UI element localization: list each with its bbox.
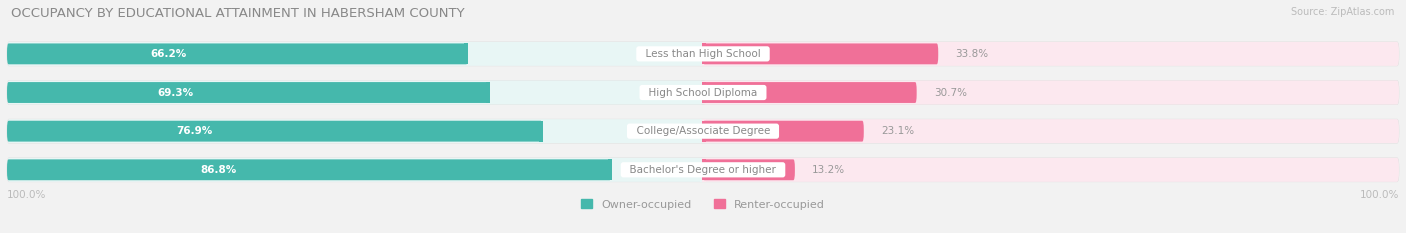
Text: Bachelor's Degree or higher: Bachelor's Degree or higher — [623, 165, 783, 175]
Text: 76.9%: 76.9% — [176, 126, 212, 136]
Text: College/Associate Degree: College/Associate Degree — [630, 126, 776, 136]
Text: 86.8%: 86.8% — [200, 165, 236, 175]
FancyBboxPatch shape — [703, 43, 938, 64]
FancyBboxPatch shape — [703, 159, 794, 180]
FancyBboxPatch shape — [703, 42, 706, 66]
FancyBboxPatch shape — [7, 81, 1399, 104]
FancyBboxPatch shape — [703, 81, 1399, 104]
FancyBboxPatch shape — [700, 81, 703, 104]
FancyBboxPatch shape — [7, 121, 543, 142]
Text: 23.1%: 23.1% — [882, 126, 914, 136]
FancyBboxPatch shape — [486, 82, 491, 103]
FancyBboxPatch shape — [7, 159, 612, 180]
FancyBboxPatch shape — [703, 158, 1399, 182]
FancyBboxPatch shape — [703, 121, 706, 142]
Text: 69.3%: 69.3% — [157, 88, 194, 98]
FancyBboxPatch shape — [703, 82, 706, 103]
Text: 100.0%: 100.0% — [1360, 190, 1399, 200]
FancyBboxPatch shape — [703, 119, 1399, 143]
FancyBboxPatch shape — [703, 43, 706, 64]
Text: High School Diploma: High School Diploma — [643, 88, 763, 98]
FancyBboxPatch shape — [703, 158, 706, 182]
FancyBboxPatch shape — [703, 42, 1399, 66]
FancyBboxPatch shape — [607, 159, 612, 180]
FancyBboxPatch shape — [703, 121, 863, 142]
Text: Less than High School: Less than High School — [638, 49, 768, 59]
FancyBboxPatch shape — [703, 159, 706, 180]
Legend: Owner-occupied, Renter-occupied: Owner-occupied, Renter-occupied — [576, 195, 830, 214]
FancyBboxPatch shape — [703, 119, 706, 143]
FancyBboxPatch shape — [7, 81, 703, 104]
FancyBboxPatch shape — [7, 158, 703, 182]
Text: Source: ZipAtlas.com: Source: ZipAtlas.com — [1291, 7, 1395, 17]
Text: OCCUPANCY BY EDUCATIONAL ATTAINMENT IN HABERSHAM COUNTY: OCCUPANCY BY EDUCATIONAL ATTAINMENT IN H… — [11, 7, 465, 20]
FancyBboxPatch shape — [538, 121, 543, 142]
Text: 66.2%: 66.2% — [150, 49, 187, 59]
FancyBboxPatch shape — [7, 119, 703, 143]
Text: 30.7%: 30.7% — [934, 88, 967, 98]
FancyBboxPatch shape — [703, 81, 706, 104]
FancyBboxPatch shape — [7, 82, 489, 103]
FancyBboxPatch shape — [703, 82, 917, 103]
FancyBboxPatch shape — [7, 43, 468, 64]
FancyBboxPatch shape — [464, 43, 468, 64]
FancyBboxPatch shape — [700, 119, 703, 143]
Text: 13.2%: 13.2% — [813, 165, 845, 175]
FancyBboxPatch shape — [7, 42, 1399, 66]
Text: 33.8%: 33.8% — [956, 49, 988, 59]
FancyBboxPatch shape — [700, 158, 703, 182]
FancyBboxPatch shape — [700, 42, 703, 66]
FancyBboxPatch shape — [7, 42, 703, 66]
FancyBboxPatch shape — [7, 158, 1399, 182]
FancyBboxPatch shape — [7, 119, 1399, 143]
Text: 100.0%: 100.0% — [7, 190, 46, 200]
